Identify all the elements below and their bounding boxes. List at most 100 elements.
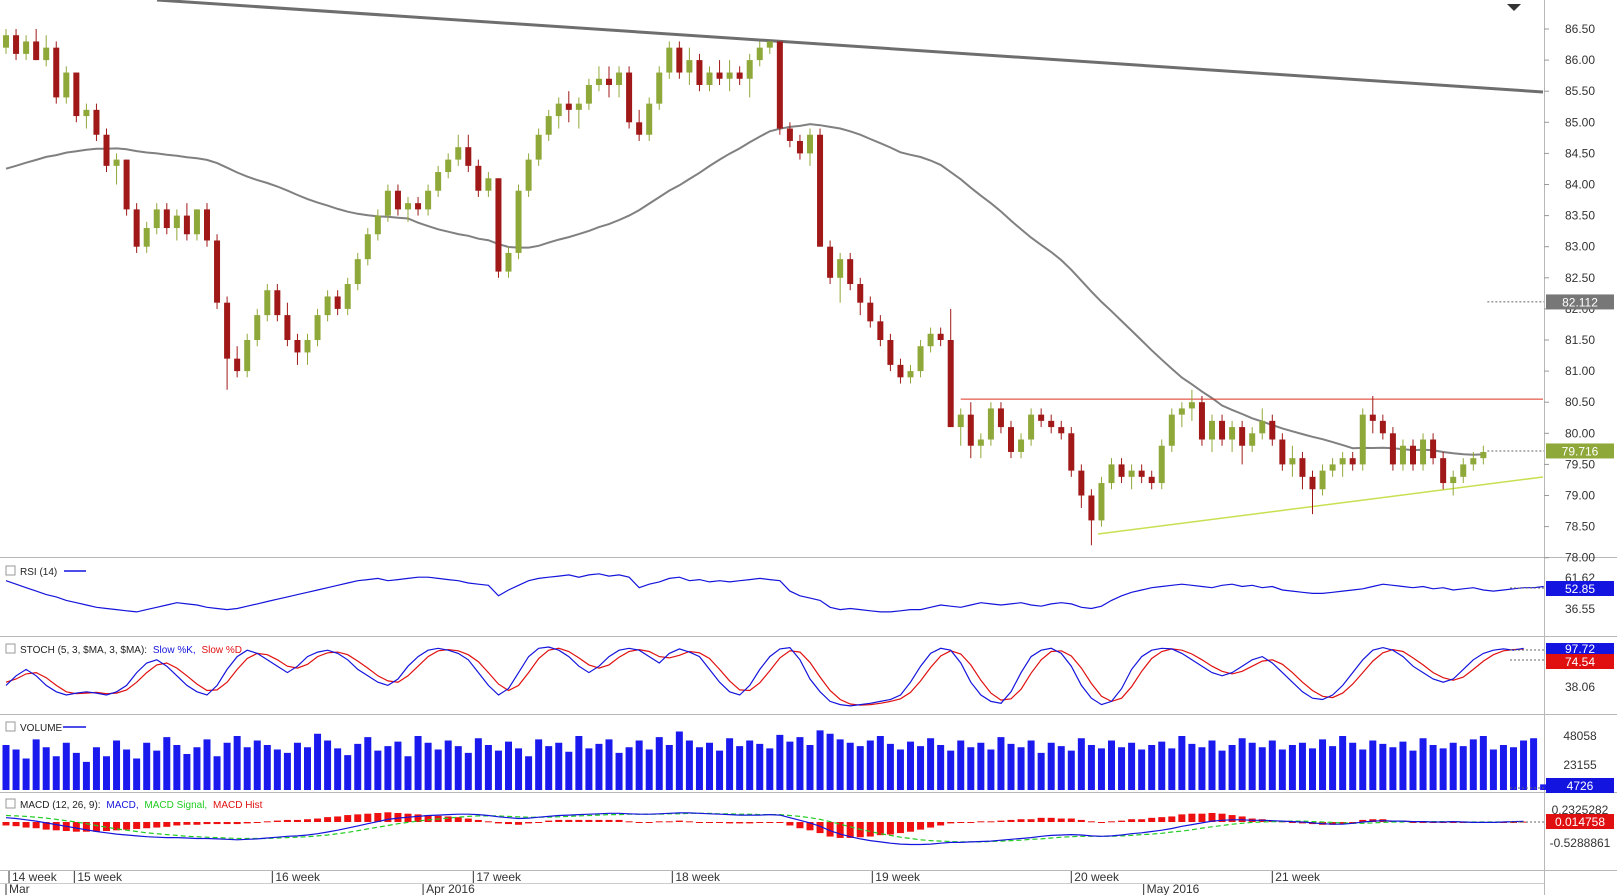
macd-hist-bar <box>886 822 894 835</box>
candle-down <box>1379 420 1386 434</box>
macd-hist-bar <box>917 822 925 830</box>
time-label: 20 week <box>1074 870 1120 884</box>
volume-bar <box>756 743 764 790</box>
macd-hist-bar <box>354 814 362 822</box>
candle-down <box>847 259 854 285</box>
volume-bar <box>1520 740 1528 790</box>
stoch-d-badge <box>1546 654 1614 669</box>
macd-hist-bar <box>1198 813 1206 822</box>
macd-hist-bar <box>1128 819 1136 822</box>
price-tick-label: 84.50 <box>1565 146 1595 160</box>
volume-tick-label: 23155 <box>1563 758 1597 772</box>
volume-bar <box>364 737 372 790</box>
volume-bar <box>1218 750 1226 790</box>
volume-bar <box>1419 738 1427 790</box>
macd-hist-bar <box>1077 819 1085 822</box>
macd-hist-bar <box>1329 822 1337 825</box>
macd-hist-bar <box>133 822 141 829</box>
volume-bar <box>987 749 995 790</box>
volume-bar <box>595 743 603 790</box>
volume-bar <box>585 748 593 790</box>
volume-bar <box>1188 743 1196 790</box>
macd-hist-bar <box>143 822 151 829</box>
macd-hist-bar <box>1097 822 1105 823</box>
macd-hist-bar <box>304 819 311 822</box>
macd-hist-bar <box>1017 819 1025 822</box>
candle-up <box>1178 408 1185 415</box>
stoch-pane-toggle[interactable] <box>5 643 16 654</box>
candle-down <box>887 340 894 365</box>
macd-hist-bar <box>12 822 20 827</box>
candle-up <box>1460 464 1467 477</box>
volume-bar <box>424 742 432 790</box>
volume-tick-label: 48058 <box>1563 729 1597 743</box>
macd-hist-bar <box>585 819 593 822</box>
candle-down <box>1148 476 1155 484</box>
macd-pane-toggle[interactable] <box>5 798 16 809</box>
rsi-last-value: 52.85 <box>1565 582 1595 596</box>
macd-label: MACD (12, 26, 9): <box>20 800 101 811</box>
volume-bar <box>72 752 80 790</box>
candle-up <box>807 134 813 154</box>
volume-bar <box>1369 740 1377 790</box>
candle-up <box>666 47 673 73</box>
scroll-arrow-icon[interactable] <box>1507 4 1521 11</box>
candle-down <box>1299 458 1306 477</box>
candle-up <box>1168 414 1175 446</box>
time-label: 16 week <box>275 870 321 884</box>
volume-bar <box>535 739 543 790</box>
macd-hist-bar <box>977 821 985 823</box>
volume-bar <box>1379 743 1387 790</box>
volume-bar <box>816 730 824 790</box>
volume-bar <box>665 745 673 790</box>
macd-hist-bar <box>786 822 794 826</box>
macd-hist-bar <box>1087 821 1095 823</box>
candle-down <box>224 302 231 359</box>
volume-bar <box>454 746 462 790</box>
rsi-pane-toggle[interactable] <box>5 565 16 576</box>
time-label: Mar <box>9 882 30 895</box>
candle-up <box>1399 445 1406 465</box>
macd-hist-bar <box>595 819 603 822</box>
volume-bar <box>213 756 221 790</box>
candle-up <box>173 215 180 229</box>
candle-up <box>1339 458 1346 465</box>
candle-down <box>1008 427 1014 452</box>
ascending-support-line <box>1097 476 1544 535</box>
volume-bar <box>886 743 894 790</box>
volume-bar <box>1389 747 1397 790</box>
volume-bar <box>173 745 181 790</box>
candle-up <box>505 252 512 272</box>
macd-legend: MACD (12, 26, 9): MACD, MACD Signal, MAC… <box>20 800 263 811</box>
macd-hist-bar <box>273 820 281 822</box>
candle-down <box>1088 495 1095 521</box>
macd-hist-bar <box>846 822 854 838</box>
macd-hist-bar <box>907 822 914 832</box>
candle-up <box>1098 483 1105 521</box>
macd-hist-bar <box>1419 822 1427 823</box>
macd-tick-label: 0.2325282 <box>1552 803 1609 817</box>
macd-hist-bar <box>404 813 412 822</box>
volume-bar <box>726 738 734 790</box>
macd-hist-bar <box>927 822 935 828</box>
volume-pane-toggle[interactable] <box>5 721 16 732</box>
macd-hist-bar <box>957 822 965 823</box>
macd-hist-bar <box>454 817 462 822</box>
candle-up <box>1229 427 1236 440</box>
volume-bar <box>474 738 482 790</box>
macd-hist-bar <box>263 821 271 823</box>
volume-bar <box>1459 746 1467 790</box>
candle-up <box>766 41 773 48</box>
volume-bar <box>947 750 955 790</box>
macd-hist-bar <box>1359 819 1367 822</box>
candle-up <box>1249 433 1256 446</box>
volume-bar <box>113 740 121 790</box>
macd-hist-bar <box>42 822 50 830</box>
macd-hist-bar <box>283 819 291 822</box>
volume-bar <box>1439 748 1447 790</box>
volume-bar <box>1208 740 1216 790</box>
volume-bar <box>414 736 422 790</box>
candle-down <box>1118 464 1125 477</box>
candle-up <box>756 47 763 61</box>
macd-hist-bar <box>826 822 834 837</box>
